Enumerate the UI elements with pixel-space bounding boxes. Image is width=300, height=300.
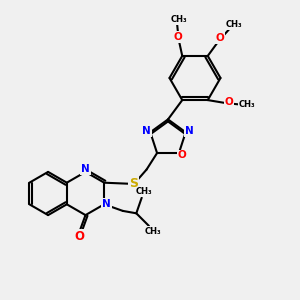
Text: O: O	[216, 33, 224, 43]
Text: CH₃: CH₃	[136, 187, 152, 196]
Text: CH₃: CH₃	[226, 20, 242, 29]
Text: O: O	[174, 32, 182, 42]
Text: O: O	[178, 150, 186, 161]
Text: CH₃: CH₃	[238, 100, 255, 109]
Text: O: O	[224, 98, 233, 107]
Text: N: N	[142, 126, 151, 136]
Text: N: N	[81, 164, 90, 175]
Text: N: N	[185, 126, 194, 136]
Text: N: N	[102, 199, 111, 209]
Text: S: S	[130, 177, 139, 190]
Text: O: O	[74, 230, 84, 243]
Text: CH₃: CH₃	[170, 15, 187, 24]
Text: CH₃: CH₃	[145, 227, 162, 236]
